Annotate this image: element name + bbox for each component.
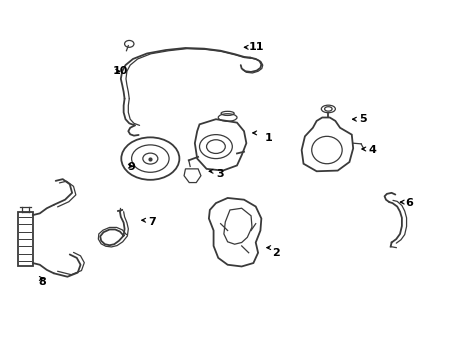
- Bar: [18, 212, 33, 267]
- Text: 6: 6: [406, 198, 413, 208]
- Text: 3: 3: [216, 169, 224, 179]
- Text: 9: 9: [127, 162, 135, 172]
- Text: 4: 4: [368, 145, 376, 155]
- Text: 2: 2: [272, 248, 280, 258]
- Text: 11: 11: [249, 42, 264, 52]
- Text: 10: 10: [113, 66, 128, 76]
- Text: 1: 1: [265, 133, 273, 143]
- Text: 5: 5: [359, 114, 366, 124]
- Text: 7: 7: [148, 217, 156, 227]
- Text: 8: 8: [38, 277, 46, 287]
